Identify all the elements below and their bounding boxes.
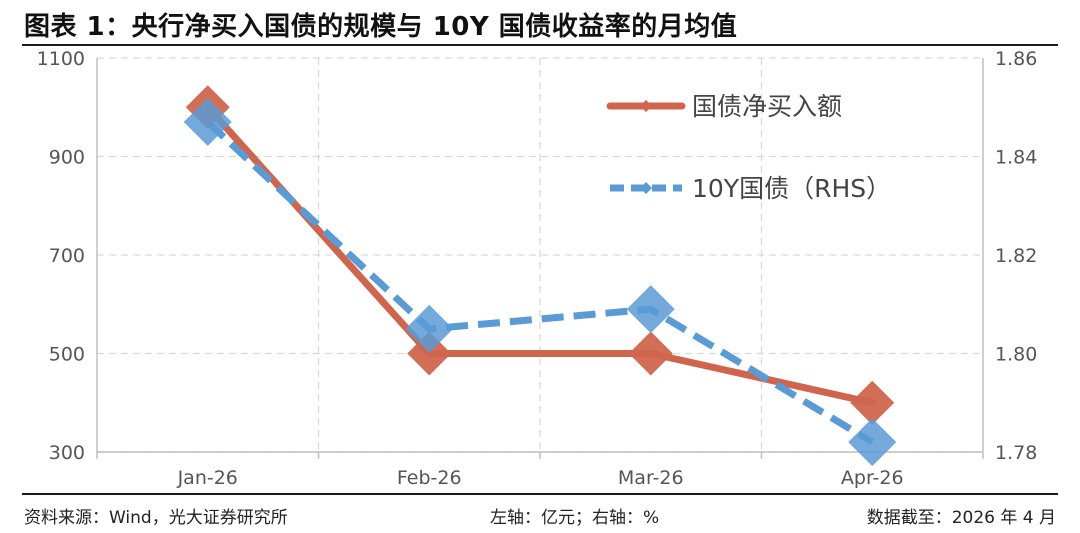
legend-yield-swatch-marker [640,182,652,194]
y-right-tick-label: 1.84 [995,147,1037,169]
y-left-tick-label: 1100 [37,48,85,70]
x-tick-label: Apr-26 [841,467,904,489]
y-left-tick-label: 300 [49,442,85,464]
series-yield-line [205,119,875,446]
legend-purchase-swatch-marker [640,100,652,112]
source-note: 资料来源：Wind，光大证券研究所 [24,508,288,528]
series-purchase-point [850,380,895,425]
y-left-tick-label: 900 [49,147,85,169]
series-purchase-point [407,331,452,376]
series-yield-point [183,98,232,147]
y-right-tick-label: 1.78 [995,442,1037,464]
y-left-tick-label: 700 [49,245,85,267]
grid-layer [97,57,983,453]
footer-divider [22,493,1058,495]
x-tick-label: Feb-26 [397,467,462,489]
series-layer [183,85,897,467]
y-left-tick-label: 500 [49,344,85,366]
series-purchase-point [628,331,673,376]
x-tick-label: Mar-26 [618,467,684,489]
axis-layer: 300 500 700 900 1100 1.78 1.80 1.82 1.84 1.86 Jan-… [37,48,1038,489]
series-yield-point [405,304,454,353]
y-right-tick-label: 1.80 [995,344,1037,366]
legend: 国债净买入额 10Y国债（RHS） [606,92,891,203]
x-tick-label: Jan-26 [177,467,238,489]
axes-unit-note: 左轴：亿元；右轴：% [490,508,660,528]
y-right-tick-label: 1.86 [995,48,1037,70]
title-divider [22,44,1058,46]
chart-title: 图表 1：央行净买入国债的规模与 10Y 国债收益率的月均值 [24,12,738,42]
legend-yield-label: 10Y国债（RHS） [692,174,891,203]
series-yield-point [848,418,897,467]
legend-purchase-label: 国债净买入额 [692,92,842,121]
y-right-tick-label: 1.82 [995,245,1037,267]
data-date-note: 数据截至：2026 年 4 月 [866,508,1056,528]
series-yield-point [626,285,675,334]
